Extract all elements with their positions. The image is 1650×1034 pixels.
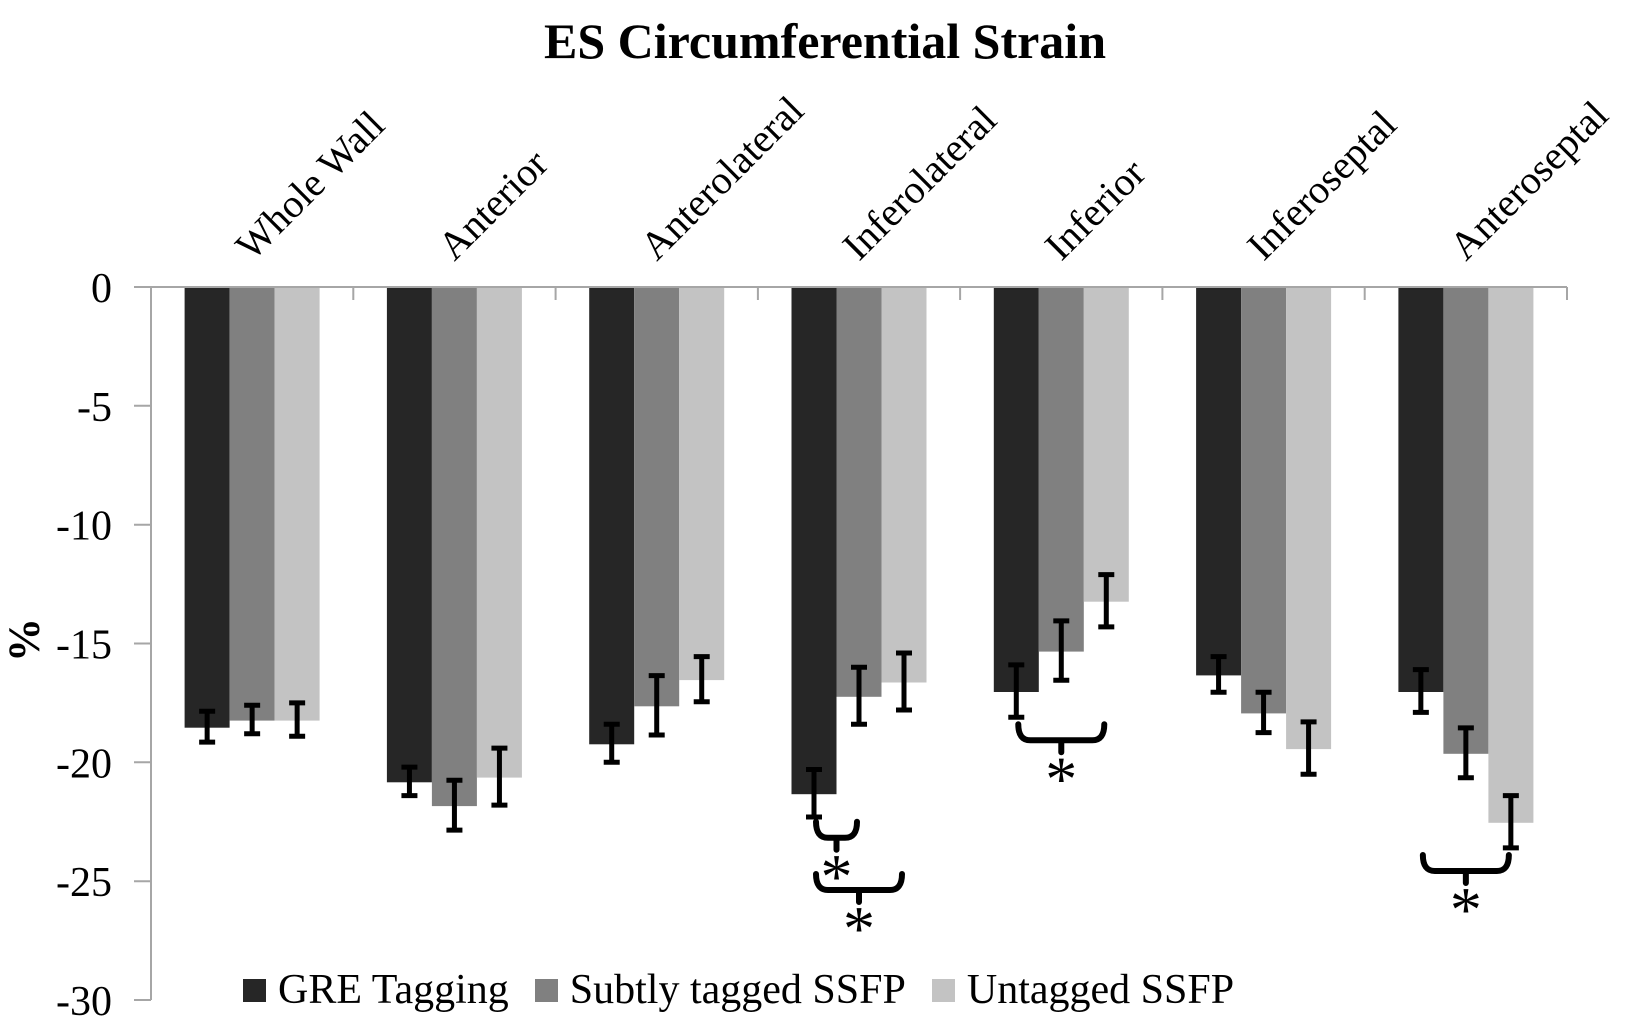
error-bar-untagged-ssfp-whole-wall xyxy=(289,700,306,739)
bar-gre-tagging-whole-wall xyxy=(184,288,230,728)
bar-subtly-tagged-ssfp-inferolateral xyxy=(836,288,882,697)
error-bar-gre-tagging-whole-wall xyxy=(199,708,216,745)
bar-untagged-ssfp-anterior xyxy=(476,288,522,778)
bar-gre-tagging-inferoseptal xyxy=(1196,288,1242,676)
error-bar-untagged-ssfp-anterolateral xyxy=(693,654,710,705)
error-bar-subtly-tagged-ssfp-anterior xyxy=(446,777,463,833)
category-label-anterior: Anterior xyxy=(429,141,557,269)
error-bar-subtly-tagged-ssfp-inferolateral xyxy=(851,664,867,727)
y-tick-label--15: -15 xyxy=(56,623,112,669)
y-tick-label-0: 0 xyxy=(91,266,112,312)
significance-bracket-3 xyxy=(1419,852,1512,886)
bar-untagged-ssfp-inferolateral xyxy=(881,288,927,683)
bar-subtly-tagged-ssfp-inferior xyxy=(1038,288,1084,652)
error-bar-gre-tagging-anterolateral xyxy=(603,721,620,765)
error-bar-untagged-ssfp-inferior xyxy=(1098,572,1115,630)
bar-subtly-tagged-ssfp-anterior xyxy=(431,288,477,807)
category-label-inferolateral: Inferolateral xyxy=(834,97,1006,269)
bar-subtly-tagged-ssfp-whole-wall xyxy=(229,288,275,721)
legend-item-subtly-tagged-ssfp: Subtly tagged SSFP xyxy=(534,967,906,1013)
category-label-whole-wall: Whole Wall xyxy=(227,102,393,268)
bar-untagged-ssfp-anterolateral xyxy=(679,288,725,681)
category-label-inferior: Inferior xyxy=(1036,150,1154,268)
y-tick-label--5: -5 xyxy=(77,385,112,431)
error-bar-untagged-ssfp-anteroseptal xyxy=(1502,793,1519,851)
significance-asterisk-3: * xyxy=(1450,874,1482,945)
bar-gre-tagging-inferior xyxy=(993,288,1039,692)
error-bar-subtly-tagged-ssfp-anteroseptal xyxy=(1457,725,1474,781)
significance-asterisk-1: * xyxy=(843,893,875,964)
legend-swatch-gre-tagging xyxy=(243,978,266,1002)
error-bar-subtly-tagged-ssfp-anterolateral xyxy=(648,673,665,738)
legend-swatch-subtly-tagged-ssfp xyxy=(534,978,558,1002)
error-bar-gre-tagging-inferolateral xyxy=(806,767,822,820)
error-bar-untagged-ssfp-inferolateral xyxy=(896,650,912,713)
legend-label-subtly-tagged-ssfp: Subtly tagged SSFP xyxy=(569,967,906,1013)
significance-bracket-0 xyxy=(813,818,860,853)
legend: GRE Tagging Subtly tagged SSFP Untagged … xyxy=(243,967,1235,1013)
bar-subtly-tagged-ssfp-anterolateral xyxy=(634,288,680,707)
bar-untagged-ssfp-anteroseptal xyxy=(1488,288,1534,823)
error-bar-gre-tagging-anterior xyxy=(401,764,418,799)
error-bar-gre-tagging-inferior xyxy=(1008,662,1025,720)
legend-label-gre-tagging: GRE Tagging xyxy=(278,967,509,1013)
error-bar-gre-tagging-anteroseptal xyxy=(1412,667,1429,715)
legend-item-untagged-ssfp: Untagged SSFP xyxy=(931,967,1235,1013)
category-label-anterolateral: Anterolateral xyxy=(631,87,812,268)
bar-untagged-ssfp-inferior xyxy=(1083,288,1129,602)
error-bar-subtly-tagged-ssfp-whole-wall xyxy=(244,702,261,737)
error-bar-untagged-ssfp-inferoseptal xyxy=(1300,719,1317,777)
bar-subtly-tagged-ssfp-inferoseptal xyxy=(1241,288,1287,714)
error-bar-subtly-tagged-ssfp-inferior xyxy=(1053,618,1070,683)
legend-item-gre-tagging: GRE Tagging xyxy=(243,967,509,1013)
significance-asterisk-2: * xyxy=(1045,743,1077,814)
error-bar-untagged-ssfp-anterior xyxy=(491,745,508,808)
bar-gre-tagging-inferolateral xyxy=(791,288,837,795)
y-tick-label--25: -25 xyxy=(56,860,112,906)
chart-title: ES Circumferential Strain xyxy=(543,13,1106,69)
error-bar-subtly-tagged-ssfp-inferoseptal xyxy=(1255,689,1272,736)
bar-gre-tagging-anterior xyxy=(386,288,432,783)
significance-bracket-2 xyxy=(1015,721,1108,756)
y-tick-label--20: -20 xyxy=(56,741,112,787)
bar-gre-tagging-anterolateral xyxy=(589,288,635,745)
bar-gre-tagging-anteroseptal xyxy=(1398,288,1444,692)
error-bar-gre-tagging-inferoseptal xyxy=(1210,654,1227,695)
category-label-anteroseptal: Anteroseptal xyxy=(1440,92,1616,268)
legend-swatch-untagged-ssfp xyxy=(931,978,955,1002)
significance-asterisk-0: * xyxy=(821,841,853,912)
y-tick-label--10: -10 xyxy=(56,504,112,550)
legend-label-untagged-ssfp: Untagged SSFP xyxy=(966,967,1235,1013)
bar-untagged-ssfp-inferoseptal xyxy=(1286,288,1332,750)
bar-untagged-ssfp-whole-wall xyxy=(274,288,320,721)
category-label-inferoseptal: Inferoseptal xyxy=(1238,101,1405,268)
bar-subtly-tagged-ssfp-anteroseptal xyxy=(1443,288,1489,754)
significance-bracket-1 xyxy=(813,871,905,905)
y-tick-label--30: -30 xyxy=(56,979,112,1025)
